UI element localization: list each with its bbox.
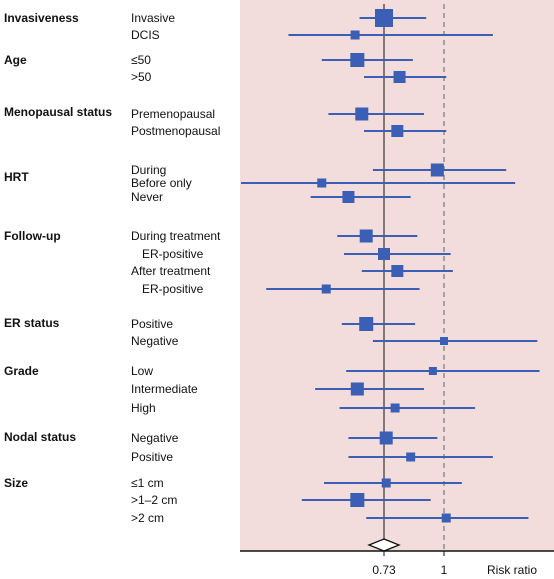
group-label: Nodal status [4,430,77,444]
point-estimate-marker [381,478,391,488]
row-label: High [131,401,156,415]
point-estimate-marker [350,30,360,40]
point-estimate-marker [391,265,404,277]
point-estimate-marker [440,337,448,345]
row-label: Negative [131,431,179,445]
row-label: DCIS [131,28,160,42]
point-estimate-marker [359,317,374,331]
point-estimate-marker [350,493,365,507]
point-estimate-marker [391,125,404,137]
row-label: Negative [131,334,179,348]
row-label: During treatment [131,229,221,243]
point-estimate-marker [378,248,390,260]
row-label: Invasive [131,11,176,25]
row-label: Never [131,190,164,204]
row-label: >50 [131,70,152,84]
point-estimate-marker [355,107,369,121]
group-label: HRT [4,170,29,184]
point-estimate-marker [430,163,444,177]
x-tick-label: 0.73 [372,563,396,577]
row-label: >1–2 cm [131,493,178,507]
point-estimate-marker [350,53,365,67]
group-label: Invasiveness [4,11,79,25]
row-label: Before only [131,176,192,190]
point-estimate-marker [428,367,437,375]
row-label: >2 cm [131,511,165,525]
point-estimate-marker [393,71,406,83]
row-label: Postmenopausal [131,124,221,138]
group-label: Follow-up [4,229,61,243]
group-label: Age [4,53,27,67]
point-estimate-marker [406,452,416,462]
overall-diamond [367,538,401,552]
point-estimate-marker [350,382,364,396]
row-label: Positive [131,450,174,464]
row-label: ER-positive [142,247,204,261]
row-label: After treatment [131,264,211,278]
row-label: ≤1 cm [131,476,164,490]
point-estimate-marker [441,513,451,523]
group-label: Grade [4,364,39,378]
group-label: Size [4,476,29,490]
point-estimate-marker [390,403,400,413]
row-label: ≤50 [131,53,151,67]
row-label: Premenopausal [131,107,216,121]
row-label: Positive [131,317,174,331]
point-estimate-marker [321,284,331,294]
point-estimate-marker [379,431,393,445]
row-label: Intermediate [131,382,198,396]
point-estimate-marker [359,229,373,243]
x-axis-label: Risk ratio [487,563,537,577]
row-label: ER-positive [142,282,204,296]
point-estimate-marker [317,178,327,188]
group-label: ER status [4,316,60,330]
x-tick-label: 1 [441,563,448,577]
row-label: Low [131,364,154,378]
point-estimate-marker [342,191,355,203]
point-estimate-marker [375,9,393,27]
group-label: Menopausal status [4,105,113,119]
row-label: During [131,163,167,177]
